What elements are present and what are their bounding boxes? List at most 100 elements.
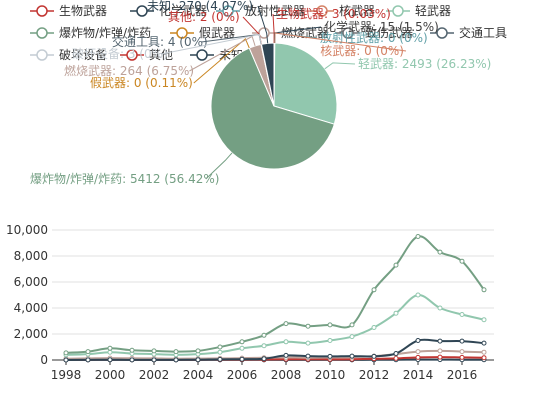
series-2-point-10[interactable] [283, 352, 289, 358]
series-2-point-0[interactable] [63, 357, 69, 363]
series-2-point-3[interactable] [129, 357, 135, 363]
series-2-point-18[interactable] [459, 338, 465, 344]
pie-label-12: 未知: 270 (4.07%) [147, 0, 253, 13]
legend-label-4[interactable]: 轻武器 [415, 4, 451, 18]
series-0-point-3[interactable] [129, 347, 135, 353]
series-line-1[interactable] [65, 293, 485, 356]
series-0-point-8[interactable] [239, 339, 245, 345]
series-1-point-13[interactable] [349, 334, 355, 340]
series-4-point-16[interactable] [415, 354, 421, 360]
series-0-point-10[interactable] [283, 321, 289, 327]
series-1-point-12[interactable] [327, 338, 333, 343]
series-0-point-12[interactable] [327, 322, 333, 328]
legend-label-5[interactable]: 爆炸物/炸弹/炸药 [59, 26, 151, 40]
series-1-point-15[interactable] [393, 310, 399, 316]
pie-label-2: 放射性武器: 0 (0%) [320, 30, 428, 45]
series-3-point-18[interactable] [459, 349, 465, 355]
series-2-point-16[interactable] [415, 338, 421, 343]
pie-label-line-3 [274, 32, 407, 52]
series-1-point-7[interactable] [217, 349, 223, 355]
series-3-point-16[interactable] [415, 349, 421, 355]
series-2-point-15[interactable] [393, 351, 399, 356]
series-2-point-6[interactable] [195, 357, 201, 363]
series-3-point-19[interactable] [481, 349, 487, 355]
series-0-point-14[interactable] [371, 287, 377, 293]
legend-label-8[interactable]: 致伤武器 [365, 26, 413, 40]
pie-label-line-6 [193, 37, 250, 84]
pie-label-line-4 [324, 62, 356, 70]
series-2-point-13[interactable] [349, 353, 355, 359]
legend-label-11[interactable]: 其他 [149, 48, 173, 62]
series-0-point-6[interactable] [195, 348, 201, 354]
pie-label-5: 爆炸物/炸弹/炸药: 5412 (56.42%) [30, 172, 219, 186]
legend-label-9[interactable]: 交通工具 [459, 25, 507, 40]
x-tick-label-6: 2010 [315, 368, 346, 382]
series-2-point-19[interactable] [481, 340, 487, 346]
legend-label-6[interactable]: 假武器 [199, 26, 235, 40]
series-0-point-2[interactable] [107, 345, 113, 351]
series-1-point-8[interactable] [239, 345, 245, 351]
series-4-point-15[interactable] [393, 355, 399, 361]
series-0-point-15[interactable] [393, 262, 399, 268]
x-tick-label-9: 2016 [447, 368, 478, 382]
series-4-point-18[interactable] [459, 354, 465, 360]
series-0-point-9[interactable] [261, 332, 267, 338]
series-0-point-4[interactable] [151, 348, 157, 354]
series-0-point-5[interactable] [173, 349, 179, 355]
legend-label-7[interactable]: 燃烧武器 [281, 25, 329, 40]
series-3-point-17[interactable] [437, 348, 443, 354]
series-0-point-13[interactable] [349, 322, 355, 328]
series-2-point-11[interactable] [305, 353, 311, 359]
series-1-point-19[interactable] [481, 317, 487, 323]
series-0-point-18[interactable] [459, 258, 465, 264]
series-2-point-14[interactable] [371, 353, 377, 359]
series-2-point-1[interactable] [85, 357, 91, 363]
series-1-point-2[interactable] [107, 349, 113, 355]
pie-slice-5[interactable] [210, 47, 335, 170]
legend-marker-8[interactable] [342, 27, 354, 39]
series-4-point-17[interactable] [437, 354, 443, 360]
series-0-point-19[interactable] [481, 287, 487, 293]
series-2-point-9[interactable] [261, 356, 267, 362]
series-2-point-5[interactable] [173, 357, 179, 363]
series-1-point-10[interactable] [283, 339, 289, 345]
pie-label-1: 化学武器: 15 (1.5%) [324, 19, 439, 34]
legend-label-10[interactable]: 破坏设备 [59, 47, 107, 62]
legend-label-3[interactable]: 核武器 [339, 4, 375, 18]
legend-marker-2[interactable] [222, 5, 234, 17]
legend-label-2[interactable]: 放射性武器 [245, 3, 305, 18]
series-1-point-9[interactable] [261, 343, 267, 349]
series-4-point-19[interactable] [481, 355, 487, 361]
legend-label-1[interactable]: 化学武器 [159, 3, 207, 18]
series-2-point-2[interactable] [107, 357, 113, 363]
series-0-point-17[interactable] [437, 249, 443, 255]
legend-marker-6[interactable] [176, 27, 188, 39]
legend-marker-9[interactable] [436, 27, 448, 39]
pie-label-line-5 [205, 152, 233, 180]
series-2-point-12[interactable] [327, 353, 333, 359]
legend-marker-0[interactable] [36, 5, 48, 17]
series-1-point-18[interactable] [459, 312, 465, 317]
legend-marker-11[interactable] [126, 49, 138, 61]
legend-marker-12[interactable] [196, 49, 208, 61]
series-2-point-7[interactable] [217, 356, 223, 362]
series-0-point-16[interactable] [415, 234, 421, 239]
series-2-point-17[interactable] [437, 338, 443, 344]
series-1-point-11[interactable] [305, 340, 311, 346]
series-1-point-14[interactable] [371, 325, 377, 330]
series-0-point-1[interactable] [85, 349, 91, 355]
series-0-point-0[interactable] [63, 350, 69, 356]
series-0-point-11[interactable] [305, 323, 311, 329]
legend-marker-10[interactable] [36, 49, 48, 61]
legend-marker-3[interactable] [316, 5, 328, 17]
series-2-point-4[interactable] [151, 357, 157, 363]
legend-marker-1[interactable] [136, 5, 148, 17]
series-1-point-17[interactable] [437, 305, 443, 311]
series-2-point-8[interactable] [239, 356, 245, 362]
series-1-point-16[interactable] [415, 292, 421, 298]
legend-marker-4[interactable] [392, 5, 404, 17]
legend-marker-5[interactable] [36, 27, 48, 39]
series-0-point-7[interactable] [217, 344, 223, 350]
legend-label-0[interactable]: 生物武器 [59, 4, 107, 18]
